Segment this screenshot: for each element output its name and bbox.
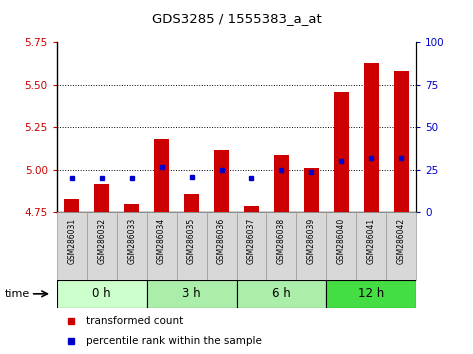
Text: GSM286040: GSM286040 — [337, 218, 346, 264]
Text: percentile rank within the sample: percentile rank within the sample — [86, 336, 262, 346]
Bar — [94, 183, 109, 212]
Text: 0 h: 0 h — [92, 287, 111, 300]
Text: GDS3285 / 1555383_a_at: GDS3285 / 1555383_a_at — [152, 12, 321, 25]
Bar — [207, 212, 236, 280]
Text: 6 h: 6 h — [272, 287, 291, 300]
Text: GSM286034: GSM286034 — [157, 218, 166, 264]
Bar — [244, 206, 259, 212]
Bar — [274, 155, 289, 212]
Bar — [64, 199, 79, 212]
Text: GSM286035: GSM286035 — [187, 218, 196, 264]
Bar — [154, 139, 169, 212]
Bar — [147, 212, 176, 280]
Bar — [356, 212, 386, 280]
Text: 12 h: 12 h — [358, 287, 385, 300]
Bar — [386, 212, 416, 280]
Bar — [364, 63, 379, 212]
Text: GSM286036: GSM286036 — [217, 218, 226, 264]
Bar — [297, 212, 326, 280]
Text: GSM286041: GSM286041 — [367, 218, 376, 264]
Text: GSM286033: GSM286033 — [127, 218, 136, 264]
Bar — [87, 212, 117, 280]
Bar — [236, 212, 266, 280]
Text: transformed count: transformed count — [86, 316, 183, 326]
Bar — [394, 72, 409, 212]
Text: GSM286038: GSM286038 — [277, 218, 286, 264]
Bar — [176, 212, 207, 280]
Bar — [57, 280, 147, 308]
Text: GSM286039: GSM286039 — [307, 218, 316, 264]
Text: GSM286031: GSM286031 — [67, 218, 76, 264]
Bar — [147, 280, 236, 308]
Bar — [326, 280, 416, 308]
Bar — [326, 212, 356, 280]
Bar — [184, 194, 199, 212]
Bar — [124, 204, 139, 212]
Bar — [334, 92, 349, 212]
Bar — [117, 212, 147, 280]
Text: GSM286037: GSM286037 — [247, 218, 256, 264]
Text: time: time — [5, 289, 30, 299]
Bar — [214, 149, 229, 212]
Bar — [266, 212, 297, 280]
Bar — [304, 168, 319, 212]
Text: GSM286042: GSM286042 — [397, 218, 406, 264]
Text: 3 h: 3 h — [182, 287, 201, 300]
Text: GSM286032: GSM286032 — [97, 218, 106, 264]
Bar — [57, 212, 87, 280]
Bar — [236, 280, 326, 308]
